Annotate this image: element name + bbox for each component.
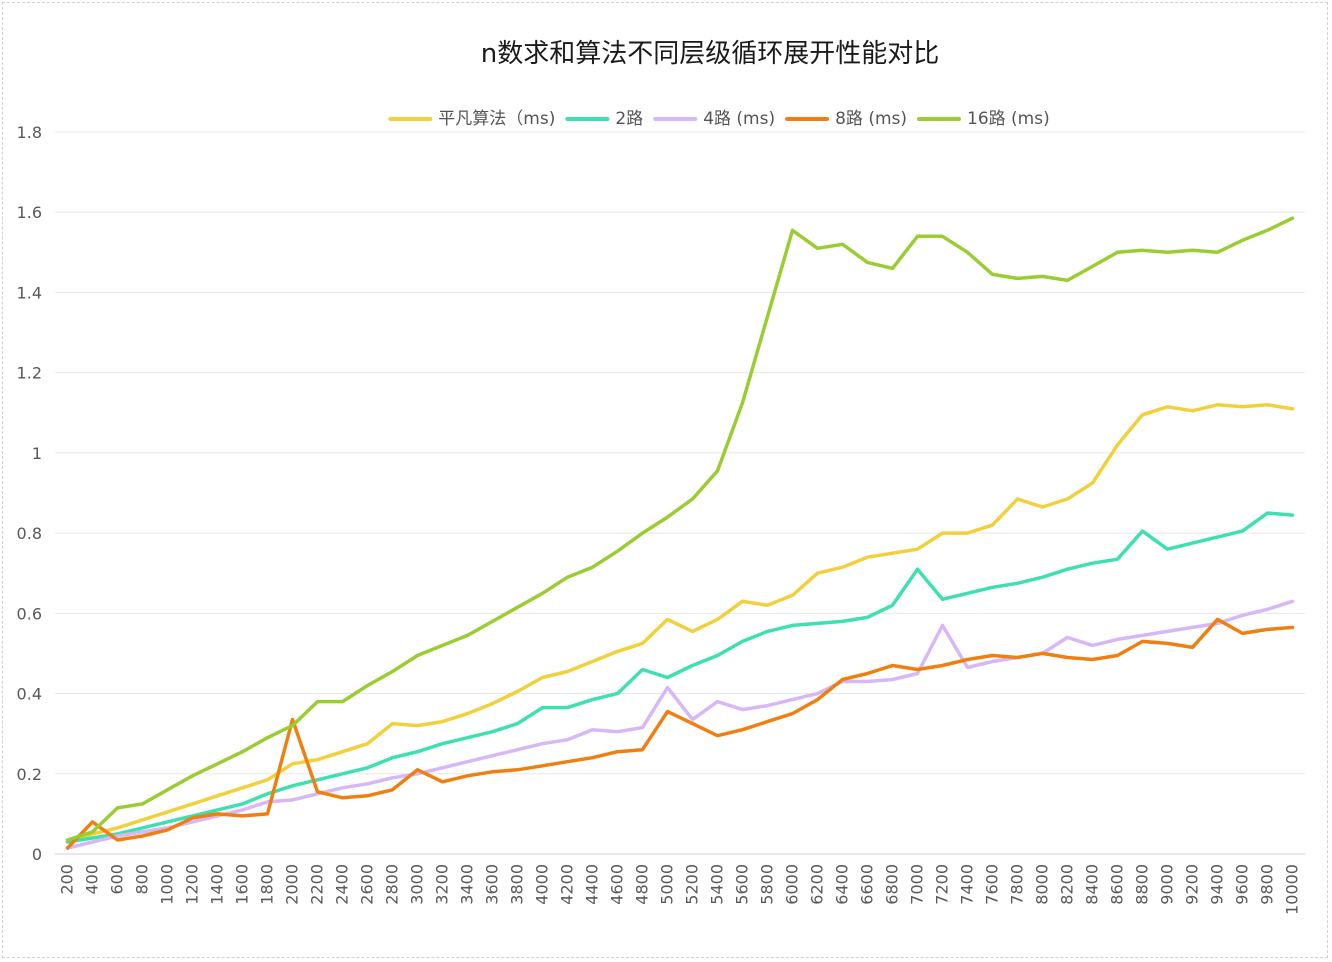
x-tick-label: 1400: [208, 864, 227, 905]
legend-label: 2路: [615, 109, 643, 129]
y-axis: 0 0.2 0.4 0.6 0.8 1 1.2 1.4 1.6 1.8: [17, 123, 42, 864]
x-tick-label: 4000: [533, 864, 552, 905]
x-tick-label: 1600: [233, 864, 252, 905]
series-lines: [65, 216, 1295, 850]
x-tick-label: 5400: [708, 864, 727, 905]
x-tick-label: 8000: [1033, 864, 1052, 905]
x-tick-label: 5800: [758, 864, 777, 905]
x-tick-label: 2000: [283, 864, 302, 905]
legend-label: 16路 (ms): [967, 109, 1050, 129]
x-tick-label: 9200: [1183, 864, 1202, 905]
x-tick-label: 2600: [358, 864, 377, 905]
y-tick-label: 0.8: [17, 524, 42, 543]
y-tick-label: 1.6: [17, 203, 42, 222]
x-tick-label: 7600: [983, 864, 1002, 905]
x-tick-label: 6400: [833, 864, 852, 905]
x-tick-label: 600: [108, 864, 127, 895]
x-tick-label: 1200: [183, 864, 202, 905]
y-tick-label: 0.6: [17, 604, 42, 623]
x-tick-label: 2200: [308, 864, 327, 905]
x-tick-label: 8400: [1083, 864, 1102, 905]
x-tick-label: 8600: [1108, 864, 1127, 905]
legend: 平凡算法（ms) 2路 4路 (ms) 8路 (ms) 16路 (ms): [388, 109, 1050, 129]
x-tick-label: 9400: [1208, 864, 1227, 905]
legend-label: 平凡算法（ms): [438, 109, 555, 129]
legend-item: 16路 (ms): [917, 109, 1050, 129]
y-tick-label: 1.2: [17, 364, 42, 383]
x-tick-label: 800: [133, 864, 152, 895]
grid-lines: [55, 131, 1305, 855]
chart-title: n数求和算法不同层级循环展开性能对比: [481, 39, 939, 69]
x-tick-label: 7200: [933, 864, 952, 905]
x-tick-label: 5600: [733, 864, 752, 905]
series-line: [65, 617, 1295, 850]
x-tick-label: 4600: [608, 864, 627, 905]
x-tick-label: 4800: [633, 864, 652, 905]
x-tick-label: 1000: [158, 864, 177, 905]
x-tick-label: 4200: [558, 864, 577, 905]
legend-label: 4路 (ms): [703, 109, 775, 129]
y-tick-label: 1.4: [17, 283, 42, 302]
x-tick-label: 200: [58, 864, 77, 895]
x-tick-label: 2400: [333, 864, 352, 905]
x-tick-label: 5200: [683, 864, 702, 905]
x-tick-label: 3600: [483, 864, 502, 905]
x-tick-label: 4400: [583, 864, 602, 905]
legend-item: 平凡算法（ms): [388, 109, 555, 129]
x-tick-label: 3000: [408, 864, 427, 905]
x-tick-label: 5000: [658, 864, 677, 905]
series-line: [65, 403, 1295, 844]
x-tick-label: 400: [83, 864, 102, 895]
x-tick-label: 7400: [958, 864, 977, 905]
x-tick-label: 9800: [1258, 864, 1277, 905]
x-tick-label: 8200: [1058, 864, 1077, 905]
x-tick-label: 3400: [458, 864, 477, 905]
x-tick-label: 7000: [908, 864, 927, 905]
x-tick-label: 3800: [508, 864, 527, 905]
x-tick-label: 3200: [433, 864, 452, 905]
legend-item: 4路 (ms): [653, 109, 775, 129]
series-line: [65, 599, 1295, 850]
x-tick-label: 6200: [808, 864, 827, 905]
x-tick-label: 6800: [883, 864, 902, 905]
x-tick-label: 7800: [1008, 864, 1027, 905]
x-tick-label: 9000: [1158, 864, 1177, 905]
x-tick-label: 1800: [258, 864, 277, 905]
x-tick-label: 9600: [1233, 864, 1252, 905]
y-tick-label: 0.4: [17, 685, 42, 704]
x-tick-label: 6000: [783, 864, 802, 905]
series-line: [65, 216, 1295, 842]
legend-item: 8路 (ms): [785, 109, 907, 129]
x-tick-label: 8800: [1133, 864, 1152, 905]
x-tick-label: 2800: [383, 864, 402, 905]
x-axis: 200 400 600 800 1000 1200 1400 1600 1800 2000 2200…: [58, 864, 1302, 915]
y-tick-label: 0: [32, 845, 42, 864]
legend-label: 8路 (ms): [835, 109, 907, 129]
legend-item: 2路: [565, 109, 643, 129]
x-tick-label: 6600: [858, 864, 877, 905]
y-tick-label: 1: [32, 444, 42, 463]
series-line: [65, 511, 1295, 844]
x-tick-label: 10000: [1283, 864, 1302, 915]
y-tick-label: 1.8: [17, 123, 42, 142]
y-tick-label: 0.2: [17, 765, 42, 784]
